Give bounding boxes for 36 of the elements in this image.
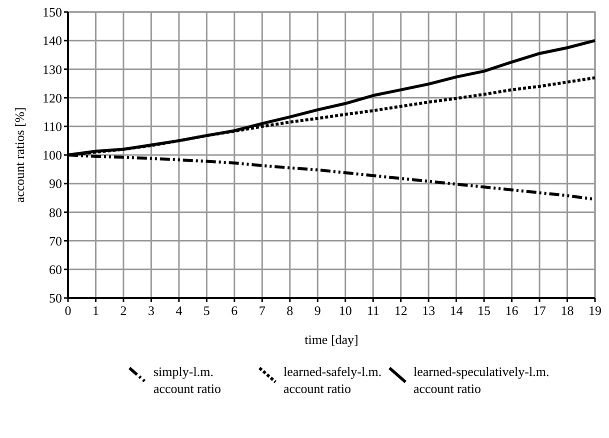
y-tick-label: 70: [49, 233, 62, 248]
x-tick-label: 13: [422, 303, 436, 318]
x-tick-label: 19: [588, 303, 602, 318]
legend-label: simply-l.m. account ratio: [154, 364, 221, 396]
x-tick-label: 16: [505, 303, 519, 318]
x-tick-label: 18: [560, 303, 574, 318]
x-tick-label: 1: [92, 303, 99, 318]
x-tick-label: 6: [231, 303, 238, 318]
x-tick-label: 14: [450, 303, 464, 318]
y-tick-label: 140: [42, 33, 62, 48]
x-tick-label: 4: [176, 303, 183, 318]
x-tick-label: 10: [338, 303, 352, 318]
x-tick-label: 9: [314, 303, 321, 318]
y-tick-label: 110: [42, 118, 62, 134]
y-tick-label: 150: [42, 4, 62, 20]
y-tick-label: 130: [42, 62, 62, 77]
x-tick-label: 5: [203, 303, 210, 318]
x-axis-title: time [day]: [304, 332, 358, 347]
y-tick-label: 80: [49, 204, 62, 220]
x-tick-label: 11: [366, 303, 380, 318]
x-tick-label: 2: [120, 303, 127, 318]
x-tick-label: 7: [258, 303, 266, 318]
y-axis-title: account ratios [%]: [12, 107, 27, 203]
y-tick-label: 100: [42, 148, 62, 163]
x-tick-label: 15: [478, 303, 491, 318]
x-tick-label: 8: [286, 303, 294, 318]
y-tick-label: 60: [49, 262, 62, 277]
y-tick-label: 120: [42, 90, 62, 106]
legend-label: learned-speculatively-l.m. account ratio: [414, 364, 550, 396]
y-tick-label: 50: [49, 290, 62, 306]
legend-label: learned-safely-l.m. account ratio: [284, 364, 382, 396]
x-tick-label: 3: [148, 303, 154, 318]
y-tick-label: 90: [49, 176, 62, 192]
x-tick-label: 0: [64, 303, 72, 318]
x-tick-label: 17: [533, 303, 547, 318]
x-tick-label: 12: [394, 303, 408, 318]
